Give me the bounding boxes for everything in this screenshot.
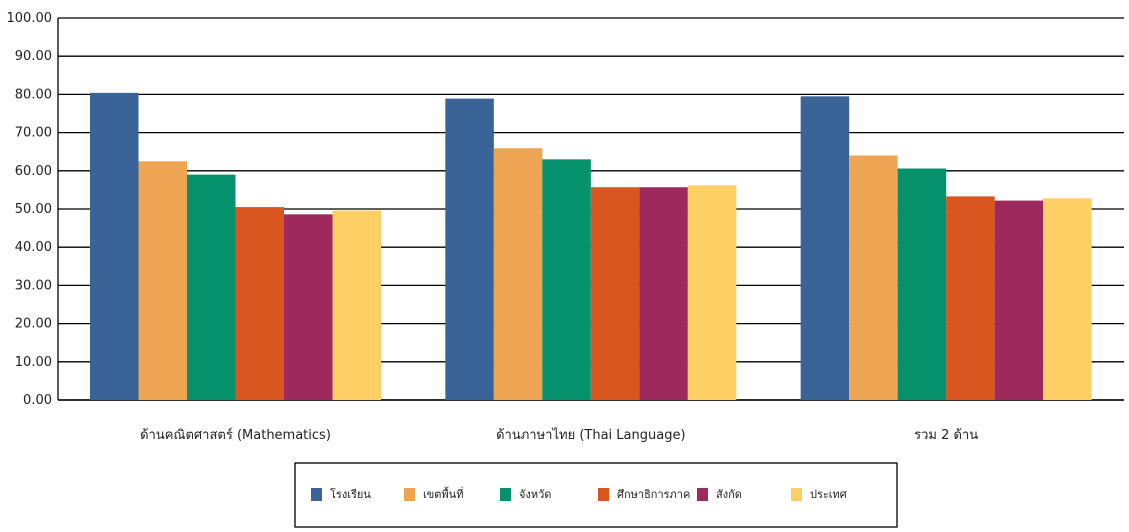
legend-label: เขตพื้นที่ <box>423 486 463 501</box>
bar <box>187 174 236 400</box>
legend-swatch <box>697 488 708 501</box>
bar <box>897 168 947 400</box>
x-axis-category-labels: ด้านคณิตศาสตร์ (Mathematics) ด้านภาษาไทย … <box>140 427 978 443</box>
bar <box>332 210 381 400</box>
y-tick-label: 40.00 <box>15 240 52 255</box>
y-tick-label: 100.00 <box>7 11 53 26</box>
x-category-label: ด้านคณิตศาสตร์ (Mathematics) <box>140 427 331 443</box>
x-category-label: รวม 2 ด้าน <box>914 428 978 443</box>
y-tick-label: 90.00 <box>15 49 52 64</box>
legend-swatch <box>791 488 802 501</box>
bar <box>590 187 640 400</box>
y-tick-label: 70.00 <box>15 126 52 141</box>
bar <box>946 196 995 400</box>
legend-box <box>294 462 898 528</box>
y-axis-tick-labels: 0.00 10.00 20.00 30.00 40.00 50.00 60.00 70.00 8… <box>7 11 53 408</box>
bar <box>687 185 737 400</box>
bar <box>542 159 591 400</box>
bar <box>1043 198 1092 400</box>
bar <box>849 155 898 400</box>
bar <box>493 148 543 400</box>
legend-label: ศึกษาธิการภาค <box>617 488 690 501</box>
x-category-label: ด้านภาษาไทย (Thai Language) <box>496 427 685 443</box>
legend-swatch <box>598 488 609 501</box>
bar <box>138 161 187 400</box>
bars <box>90 92 1092 401</box>
legend-label: สังกัด <box>716 488 742 501</box>
y-tick-label: 50.00 <box>15 202 52 217</box>
bar <box>284 214 333 400</box>
legend-swatch <box>404 488 415 501</box>
bar <box>90 92 139 400</box>
legend-swatch <box>311 488 322 501</box>
bar <box>639 187 688 400</box>
legend-label: โรงเรียน <box>330 487 371 501</box>
legend-label: จังหวัด <box>519 488 551 501</box>
bar <box>800 96 850 400</box>
y-tick-label: 30.00 <box>15 278 52 293</box>
y-tick-label: 60.00 <box>15 164 52 179</box>
legend-swatch <box>500 488 511 501</box>
legend: โรงเรียน เขตพื้นที่ จังหวัด ศึกษาธิการภาค สั… <box>294 462 898 528</box>
y-tick-label: 10.00 <box>15 355 52 370</box>
y-tick-label: 20.00 <box>15 317 52 332</box>
bar <box>994 200 1044 400</box>
y-tick-label: 80.00 <box>15 87 52 102</box>
bar <box>445 98 494 401</box>
legend-label: ประเทศ <box>810 488 847 501</box>
y-tick-label: 0.00 <box>23 393 52 408</box>
bar <box>235 207 284 400</box>
